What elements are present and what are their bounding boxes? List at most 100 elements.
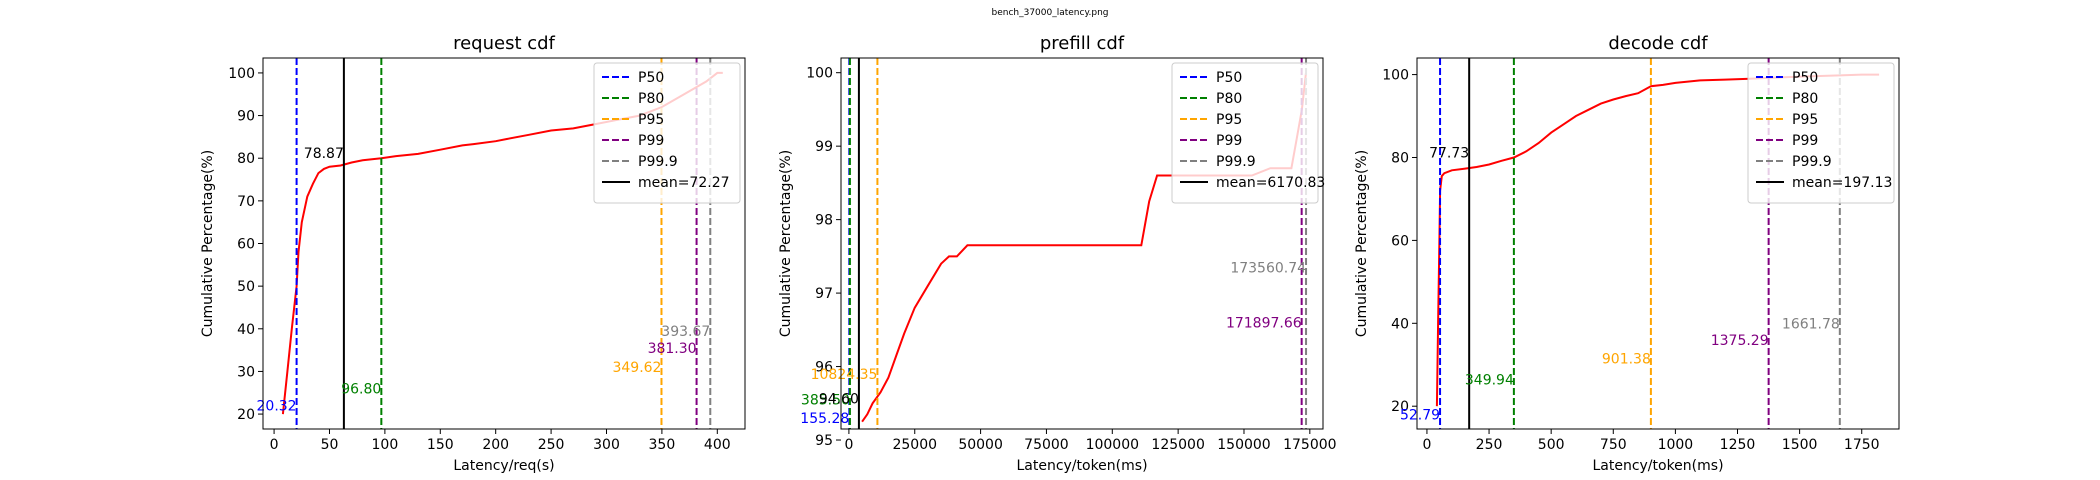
x-axis-label: Latency/req(s) [453,458,554,474]
x-tick-label: 50000 [958,437,1003,453]
x-tick-label: 750 [1600,437,1627,453]
x-tick-label: 25000 [892,437,937,453]
y-tick-label: 90 [237,109,255,125]
y-axis-label: Cumulative Percentage(%) [778,150,794,337]
y-tick-label: 97 [815,286,833,302]
x-tick-label: 250 [538,437,565,453]
mean-annotation: 78.87 [304,146,344,162]
percentile-label-p999: 393.67 [661,324,710,340]
x-tick-label: 50 [321,437,339,453]
y-tick-label: 100 [228,66,255,82]
legend-label: P99 [1216,133,1242,149]
percentile-label-p80: 385.50 [801,393,850,409]
y-tick-label: 50 [237,279,255,295]
x-axis-label: Latency/token(ms) [1016,458,1147,474]
y-tick-label: 60 [237,237,255,253]
y-tick-label: 100 [1382,68,1409,84]
x-tick-label: 0 [844,437,853,453]
legend-label: mean=72.27 [638,175,730,191]
chart-title: prefill cdf [1040,33,1125,54]
x-tick-label: 1000 [1658,437,1694,453]
x-tick-label: 125000 [1151,437,1204,453]
legend-label: P50 [1216,70,1242,86]
legend-label: P50 [638,70,664,86]
x-tick-label: 250 [1476,437,1503,453]
percentile-label-p999: 1661.78 [1782,316,1840,332]
axes-frame [840,57,1324,430]
figure-title: bench_37000_latency.png [991,8,1109,18]
chart-panel-2: prefill cdf 0 25000 50000 75000 100000 125000 1… [778,33,1337,474]
legend-box [1747,62,1895,204]
legend-label: P95 [638,112,664,128]
chart-panel-3: decode cdf 0 250 500 750 1000 1250 1500 1750 20 40… [1354,33,1900,474]
x-tick-label: 150 [427,437,454,453]
x-tick-label: 75000 [1024,437,1069,453]
percentile-label-p80: 349.94 [1465,372,1514,388]
y-tick-label: 96 [815,360,833,376]
percentile-label-p50: 155.28 [800,411,849,427]
legend-label: P80 [1216,91,1242,107]
y-tick-label: 80 [237,151,255,167]
x-tick-label: 400 [704,437,731,453]
legend-label: P99 [1792,133,1818,149]
axes-frame [1416,57,1900,430]
legend-label: P99 [638,133,664,149]
percentile-label-p80: 96.80 [341,381,381,397]
x-tick-label: 1750 [1844,437,1880,453]
y-tick-label: 70 [237,194,255,210]
x-tick-label: 300 [593,437,620,453]
legend: P50 P80 P95 P99 P99.9 mean=197.13 [1747,62,1895,204]
y-tick-label: 20 [1391,399,1409,415]
legend-label: P99.9 [1792,154,1832,170]
x-tick-label: 1250 [1720,437,1756,453]
legend: P50 P80 P95 P99 P99.9 mean=72.27 [593,62,741,204]
legend-box [1171,62,1319,204]
legend-label: P80 [1792,91,1818,107]
mean-annotation: 77.73 [1429,145,1469,161]
y-tick-label: 60 [1391,233,1409,249]
percentile-label-p50: 52.79 [1400,407,1440,423]
y-tick-label: 40 [237,322,255,338]
y-tick-label: 40 [1391,316,1409,332]
legend-label: P99.9 [1216,154,1256,170]
y-axis-label: Cumulative Percentage(%) [1354,150,1370,337]
y-tick-label: 20 [237,407,255,423]
x-tick-label: 0 [270,437,279,453]
legend-label: mean=6170.83 [1216,175,1325,191]
x-tick-label: 150000 [1217,437,1270,453]
percentile-label-p99: 381.30 [648,341,697,357]
x-tick-label: 100 [372,437,399,453]
x-tick-label: 175000 [1283,437,1336,453]
legend: P50 P80 P95 P99 P99.9 mean=6170.83 [1171,62,1325,204]
mean-annotation: 94.60 [819,391,859,407]
legend-label: mean=197.13 [1792,175,1892,191]
percentile-label-p999: 173560.74 [1230,260,1306,276]
x-tick-label: 1500 [1782,437,1818,453]
y-axis-label: Cumulative Percentage(%) [200,150,216,337]
percentile-label-p95: 901.38 [1602,352,1651,368]
y-tick-label: 99 [815,139,833,155]
legend-label: P95 [1216,112,1242,128]
percentile-label-p95: 10824.35 [811,367,878,383]
y-tick-label: 100 [806,66,833,82]
y-tick-label: 95 [815,433,833,449]
percentile-label-p99: 171897.66 [1226,315,1302,331]
legend-label: P50 [1792,70,1818,86]
legend-label: P99.9 [638,154,678,170]
percentile-label-p99: 1375.29 [1711,333,1769,349]
axes-frame [262,57,746,430]
legend-label: P80 [638,91,664,107]
legend-label: P95 [1792,112,1818,128]
percentile-label-p50: 20.32 [257,399,297,415]
percentile-label-p95: 349.62 [612,360,661,376]
legend-box [593,62,741,204]
x-axis-label: Latency/token(ms) [1592,458,1723,474]
x-tick-label: 500 [1538,437,1565,453]
y-tick-label: 98 [815,213,833,229]
chart-panel-1: request cdf 0 50 100 150 200 250 300 350 400 20 30 4… [200,33,746,474]
x-tick-label: 0 [1422,437,1431,453]
y-tick-label: 30 [237,364,255,380]
chart-title: decode cdf [1608,33,1708,54]
chart-title: request cdf [453,33,555,54]
